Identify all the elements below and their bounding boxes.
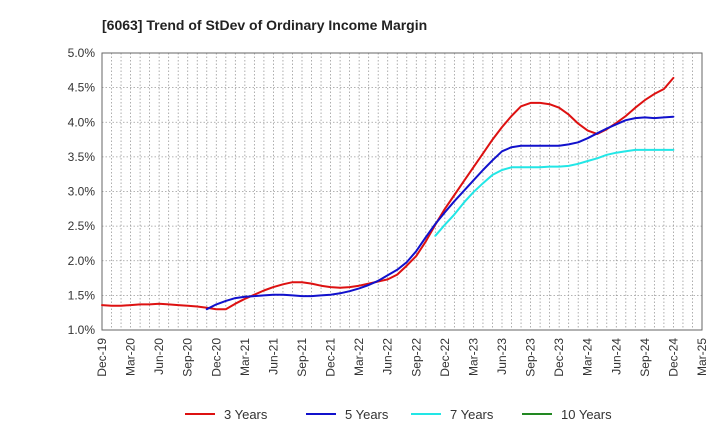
x-tick-label: Jun-22	[381, 338, 395, 375]
plot-area: 1.0% 1.5% 2.0% 2.5% 3.0% 3.5% 4.0% 4.5% 5.0% Dec-…	[68, 46, 709, 377]
legend-label: 3 Years	[224, 407, 268, 422]
legend-label: 10 Years	[561, 407, 612, 422]
y-tick-label: 2.0%	[68, 254, 96, 268]
series-line	[434, 148, 675, 237]
plot-background	[102, 53, 702, 330]
series-line	[101, 76, 675, 311]
y-tick-label: 1.0%	[68, 323, 96, 337]
x-tick-label: Mar-22	[352, 338, 366, 376]
y-tick-label: 5.0%	[68, 46, 96, 60]
x-tick-label: Dec-23	[552, 338, 566, 377]
x-tick-label: Mar-24	[581, 338, 595, 376]
x-tick-label: Jun-20	[152, 338, 166, 375]
legend: 3 Years 5 Years 7 Years 10 Years	[185, 407, 612, 422]
legend-label: 5 Years	[345, 407, 389, 422]
y-tick-label: 3.0%	[68, 185, 96, 199]
plot-frame	[101, 52, 703, 331]
x-tick-label: Dec-20	[209, 338, 223, 377]
y-tick-label: 4.5%	[68, 81, 96, 95]
y-tick-label: 1.5%	[68, 288, 96, 302]
x-tick-label: Dec-22	[438, 338, 452, 377]
x-tick-label: Dec-19	[95, 338, 109, 377]
legend-label: 7 Years	[450, 407, 494, 422]
x-tick-label: Jun-24	[609, 338, 623, 375]
x-tick-label: Sep-20	[181, 338, 195, 377]
x-tick-label: Sep-23	[524, 338, 538, 377]
y-tick-label: 3.5%	[68, 150, 96, 164]
x-tick-label: Mar-23	[466, 338, 480, 376]
x-tick-label: Mar-20	[124, 338, 138, 376]
x-tick-label: Jun-23	[495, 338, 509, 375]
y-tick-label: 4.0%	[68, 115, 96, 129]
y-tick-label: 2.5%	[68, 219, 96, 233]
x-tick-label: Sep-21	[295, 338, 309, 377]
x-tick-label: Sep-22	[409, 338, 423, 377]
x-tick-label: Sep-24	[638, 338, 652, 377]
x-tick-label: Mar-21	[238, 338, 252, 376]
x-tick-label: Dec-21	[324, 338, 338, 377]
x-tick-label: Mar-25	[695, 338, 709, 376]
chart-title: [6063] Trend of StDev of Ordinary Income…	[102, 17, 427, 33]
x-tick-label: Jun-21	[266, 338, 280, 375]
x-tick-label: Dec-24	[666, 338, 680, 377]
series-line	[205, 115, 675, 311]
